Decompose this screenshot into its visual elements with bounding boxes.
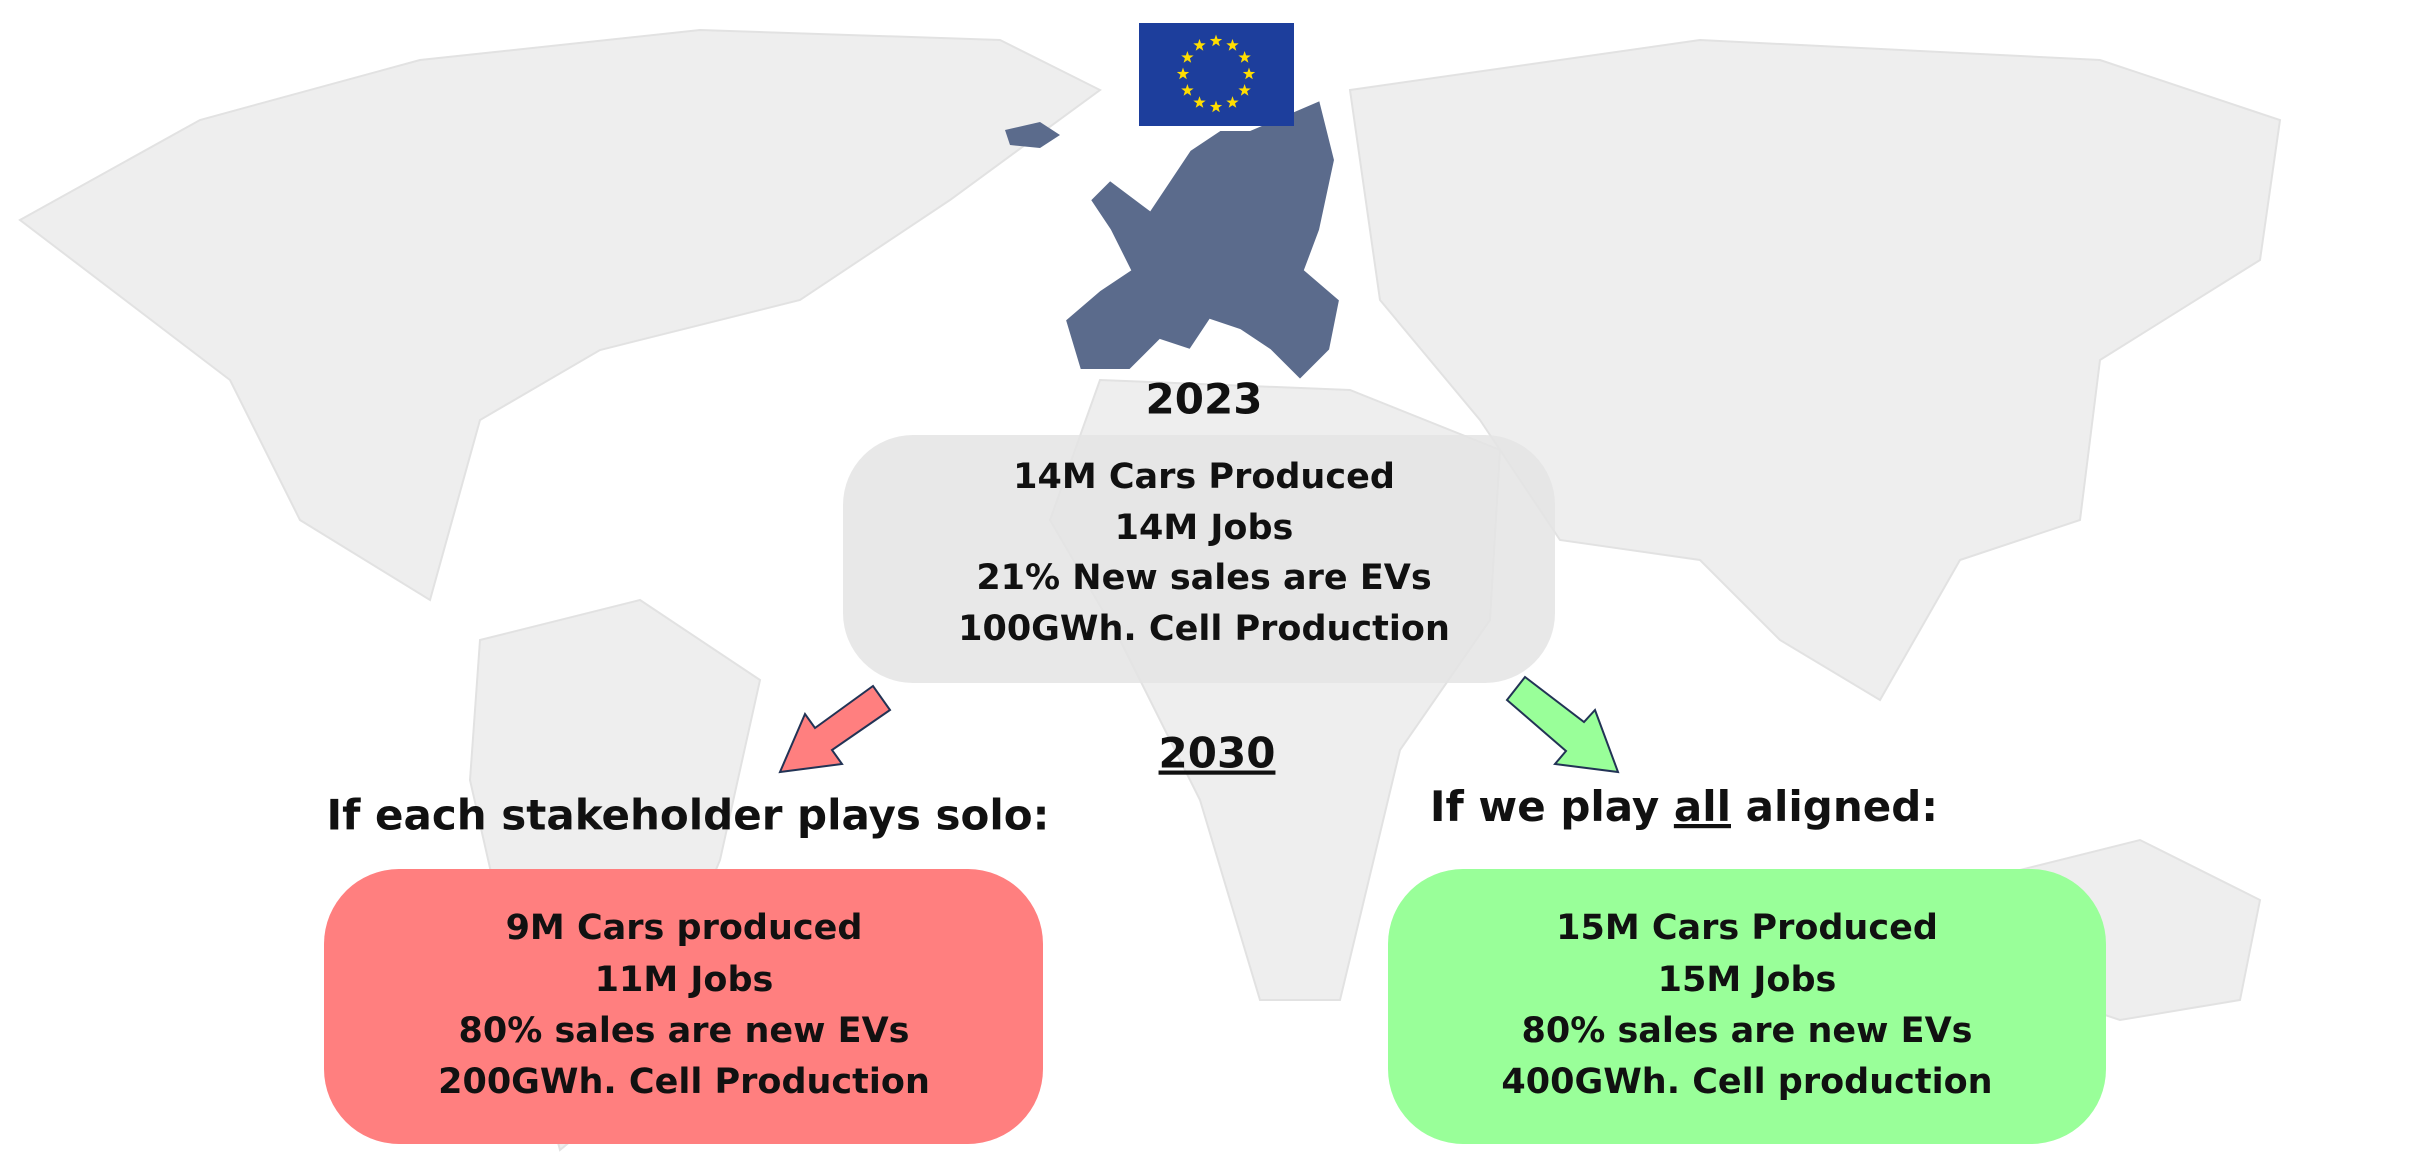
info-line: 15M Jobs	[1658, 960, 1837, 1000]
flag-star	[1209, 34, 1223, 47]
aligned-lines: 15M Cars Produced 15M Jobs 80% sales are n…	[1501, 908, 1992, 1102]
info-line: 14M Jobs	[1115, 508, 1294, 548]
year-2023: 2023	[1146, 375, 1263, 424]
red-arrow	[778, 684, 892, 774]
flag-star	[1176, 67, 1190, 80]
flag-star	[1238, 51, 1251, 63]
flag-star	[1181, 84, 1194, 96]
flag-star	[1242, 67, 1256, 80]
solo-box	[324, 869, 1043, 1144]
solo-heading: If each stakeholder plays solo:	[327, 791, 1050, 840]
info-line: 80% sales are new EVs	[1522, 1011, 1973, 1051]
info-line: 15M Cars Produced	[1556, 908, 1938, 948]
solo-lines: 9M Cars produced 11M Jobs 80% sales are ne…	[438, 908, 930, 1102]
current-box	[843, 435, 1555, 683]
info-line: 21% New sales are EVs	[976, 558, 1431, 598]
flag-star	[1181, 51, 1194, 63]
flag-star	[1226, 96, 1239, 108]
info-line: 400GWh. Cell production	[1501, 1062, 1992, 1102]
year-2030: 2030	[1159, 729, 1276, 778]
flag-stars	[1176, 34, 1256, 113]
heading-underlined: all	[1674, 782, 1731, 831]
green-arrow	[1505, 675, 1620, 774]
info-line: 100GWh. Cell Production	[958, 609, 1450, 649]
flag-star	[1193, 96, 1206, 108]
aligned-heading: If we play all aligned:	[1430, 782, 1938, 831]
aligned-box	[1388, 869, 2106, 1144]
flag-star	[1209, 100, 1223, 113]
flag-star	[1193, 38, 1206, 51]
flag-star	[1226, 38, 1239, 51]
europe-map	[1063, 98, 1342, 382]
heading-part: aligned:	[1731, 782, 1938, 831]
flag-star	[1238, 84, 1251, 96]
info-line: 200GWh. Cell Production	[438, 1062, 930, 1102]
iceland	[1005, 122, 1060, 148]
info-line: 14M Cars Produced	[1013, 457, 1395, 497]
info-line: 9M Cars produced	[506, 908, 863, 948]
current-lines: 14M Cars Produced 14M Jobs 21% New sales a…	[958, 457, 1450, 649]
info-line: 80% sales are new EVs	[459, 1011, 910, 1051]
heading-part: If we play	[1430, 782, 1674, 831]
info-line: 11M Jobs	[595, 960, 774, 1000]
